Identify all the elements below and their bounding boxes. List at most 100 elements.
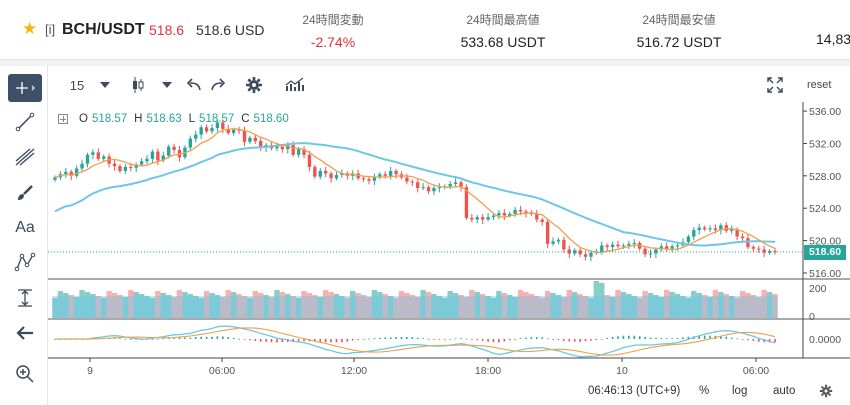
measure-icon[interactable]: [8, 284, 42, 312]
volume-bar: [496, 291, 502, 318]
volume-bar: [420, 290, 426, 318]
macd-histogram-bar: [389, 337, 392, 339]
volume-ma-bar: [220, 296, 226, 318]
back-arrow-icon[interactable]: [8, 319, 42, 347]
volume-bar: [442, 298, 448, 318]
macd-histogram-bar: [682, 337, 684, 339]
volume-ma-bar: [512, 296, 518, 318]
volume-ma-bar: [609, 296, 616, 318]
low-label: L: [188, 113, 196, 125]
macd-histogram-bar: [573, 339, 576, 342]
volume-bar: [63, 293, 69, 318]
high-value: 518.63: [146, 113, 182, 125]
indicators-icon[interactable]: [284, 74, 306, 96]
volume-bar: [593, 281, 600, 318]
ohlc-legend: O 518.57 H 518.63 L 518.57 C 518.60: [58, 113, 289, 125]
volume-ma-bar: [79, 296, 85, 318]
pattern-icon[interactable]: [8, 248, 42, 276]
macd-histogram-bar: [113, 337, 116, 339]
interval-select[interactable]: 15: [69, 77, 85, 93]
candle: [621, 245, 626, 247]
redo-icon[interactable]: [208, 74, 228, 96]
chevron-down-icon[interactable]: [160, 74, 174, 96]
price-tick-label: 520.00: [809, 236, 841, 248]
fib-icon[interactable]: [8, 143, 42, 171]
volume-bar: [452, 293, 459, 318]
volume-bar: [664, 290, 670, 318]
volume-ma-bar: [734, 296, 740, 318]
volume-bar: [501, 293, 508, 318]
candle: [470, 217, 474, 220]
macd-histogram-bar: [270, 339, 273, 343]
gear-icon[interactable]: [244, 74, 264, 96]
volume-ma-bar: [322, 296, 329, 318]
legend-toggle-icon[interactable]: [58, 114, 68, 124]
fullscreen-icon[interactable]: [764, 74, 786, 96]
volume-bar: [685, 298, 692, 318]
percent-toggle[interactable]: %: [699, 385, 710, 397]
candle: [480, 217, 485, 220]
volume-ma-bar: [766, 296, 773, 318]
chevron-down-icon[interactable]: [98, 74, 112, 96]
candle: [540, 219, 544, 222]
brush-icon[interactable]: [8, 179, 42, 207]
volume-bar: [620, 292, 627, 318]
volume-bar: [122, 297, 129, 318]
star-icon[interactable]: ★: [22, 19, 38, 39]
macd-histogram-bar: [335, 339, 338, 343]
volume-bar: [425, 292, 432, 318]
volume-bar: [696, 293, 702, 318]
volume-bars: [52, 281, 778, 318]
macd-histogram-bar: [563, 339, 565, 341]
chart-settings-gear-icon[interactable]: [819, 384, 833, 401]
volume-ma-bar: [463, 296, 470, 318]
macd-histogram-bar: [590, 339, 592, 341]
volume-ma-bar: [604, 296, 610, 318]
trend-line-icon[interactable]: [8, 108, 42, 136]
macd-histogram-bar: [768, 339, 771, 343]
volume-ma-bar: [230, 296, 237, 318]
candle: [378, 174, 382, 178]
volume-bar: [322, 290, 329, 318]
candle: [762, 249, 766, 253]
volume-ma-bar: [745, 296, 751, 318]
macd-histogram-bar: [454, 338, 457, 340]
volume-bar: [615, 290, 621, 318]
volume-bar: [312, 295, 318, 318]
volume-ma-bar: [431, 296, 437, 318]
candle: [491, 215, 496, 218]
zoom-icon[interactable]: [8, 360, 42, 388]
volume-ma-bar: [252, 296, 259, 318]
candle: [632, 243, 636, 245]
macd-histogram-bar: [536, 337, 538, 339]
reset-button[interactable]: reset: [807, 79, 832, 91]
price-chart[interactable]: 536.00 532.00 528.00 524.00 520.00 516.00 9 06:…: [0, 66, 850, 405]
clock-readout: 06:46:13 (UTC+9): [588, 385, 681, 397]
candle: [675, 245, 680, 247]
macd-histogram-bar: [747, 339, 749, 341]
pair-name[interactable]: BCH/USDT: [62, 21, 145, 38]
macd-histogram-bar: [600, 338, 603, 340]
candle: [751, 247, 756, 249]
volume-ma-bar: [658, 296, 665, 318]
volume-bar: [268, 297, 275, 318]
volume-bar: [431, 294, 437, 318]
macd-histogram-bar: [546, 338, 549, 340]
text-tool[interactable]: Aa: [8, 214, 42, 242]
volume-ma-bar: [133, 296, 139, 318]
volume-ma-bar: [333, 296, 340, 318]
candle: [713, 228, 718, 231]
volume-ma-bar: [393, 296, 399, 318]
macd-histogram-bar: [552, 339, 554, 340]
candles-icon[interactable]: [128, 74, 148, 96]
volume-bar: [57, 291, 64, 318]
crosshair-icon[interactable]: [8, 74, 42, 102]
volume-bar: [193, 296, 199, 318]
undo-icon[interactable]: [184, 74, 204, 96]
candle: [372, 177, 377, 181]
candle: [85, 154, 90, 164]
auto-toggle[interactable]: auto: [773, 385, 796, 397]
volume-ma-bar: [636, 296, 643, 318]
log-toggle[interactable]: log: [732, 385, 748, 397]
volume-bar: [756, 297, 762, 318]
